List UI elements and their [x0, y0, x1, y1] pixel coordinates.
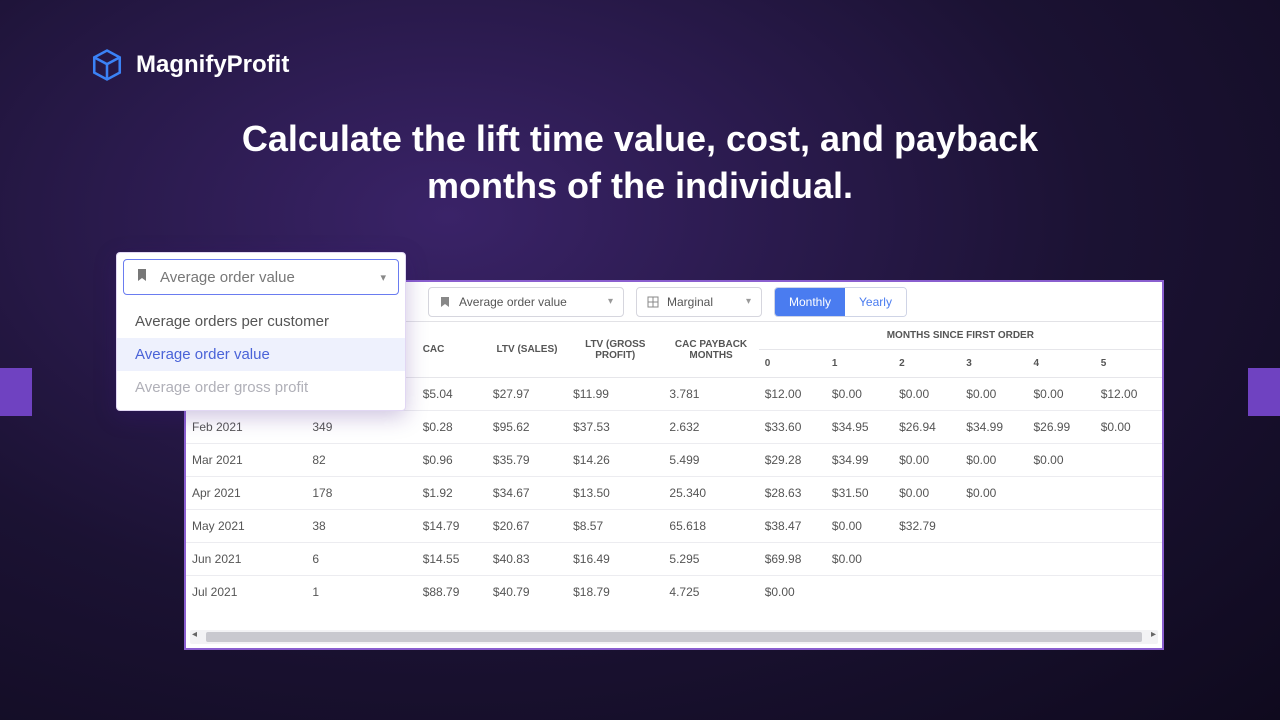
table-row: Feb 2021349$0.28$95.62$37.532.632$33.60$… [186, 411, 1162, 444]
logo-icon [90, 48, 124, 82]
dropdown-option[interactable]: Average order gross profit [117, 371, 405, 404]
chevron-down-icon: ▾ [746, 296, 751, 307]
scroll-right-icon[interactable]: ▸ [1151, 629, 1156, 640]
table-row: May 202138$14.79$20.67$8.5765.618$38.47$… [186, 510, 1162, 543]
page-headline: Calculate the lift time value, cost, and… [0, 116, 1280, 210]
grid-icon [647, 296, 659, 308]
toggle-monthly[interactable]: Monthly [775, 288, 845, 316]
brand-name: MagnifyProfit [136, 51, 289, 79]
table-row: Jul 20211$88.79$40.79$18.794.725$0.00 [186, 576, 1162, 609]
dropdown-trigger[interactable]: Average order value ▾ [123, 259, 399, 295]
toggle-yearly[interactable]: Yearly [845, 288, 906, 316]
th-month-2: 2 [893, 350, 960, 378]
bookmark-icon [136, 268, 148, 286]
calc-mode-select[interactable]: Marginal ▾ [636, 287, 762, 317]
decorative-accent-left [0, 368, 32, 416]
th-cac: CAC [417, 322, 487, 378]
table-row: Apr 2021178$1.92$34.67$13.5025.340$28.63… [186, 477, 1162, 510]
chevron-down-icon: ▾ [380, 271, 386, 284]
th-months-group: MONTHS SINCE FIRST ORDER [759, 322, 1162, 350]
th-month-4: 4 [1028, 350, 1095, 378]
scroll-left-icon[interactable]: ◂ [192, 629, 197, 640]
table-row: Mar 202182$0.96$35.79$14.265.499$29.28$3… [186, 444, 1162, 477]
horizontal-scrollbar[interactable]: ◂ ▸ [190, 630, 1158, 644]
scrollbar-thumb[interactable] [206, 632, 1142, 642]
th-ltv-gp: LTV (GROSS PROFIT) [567, 322, 663, 378]
th-month-0: 0 [759, 350, 826, 378]
chevron-down-icon: ▾ [608, 296, 613, 307]
dropdown-option[interactable]: Average orders per customer [117, 305, 405, 338]
period-toggle[interactable]: Monthly Yearly [774, 287, 907, 317]
th-month-1: 1 [826, 350, 893, 378]
dropdown-option[interactable]: Average order value [117, 338, 405, 371]
decorative-accent-right [1248, 368, 1280, 416]
brand-header: MagnifyProfit [0, 0, 1280, 82]
th-payback: CAC PAYBACK MONTHS [663, 322, 758, 378]
metric-select[interactable]: Average order value ▾ [428, 287, 624, 317]
metric-dropdown-popover: Average order value ▾ Average orders per… [116, 252, 406, 411]
dropdown-options: Average orders per customerAverage order… [117, 301, 405, 410]
bookmark-icon [439, 296, 451, 308]
table-row: Jun 20216$14.55$40.83$16.495.295$69.98$0… [186, 543, 1162, 576]
th-ltv-sales: LTV (SALES) [487, 322, 567, 378]
th-month-3: 3 [960, 350, 1027, 378]
th-month-5: 5 [1095, 350, 1162, 378]
